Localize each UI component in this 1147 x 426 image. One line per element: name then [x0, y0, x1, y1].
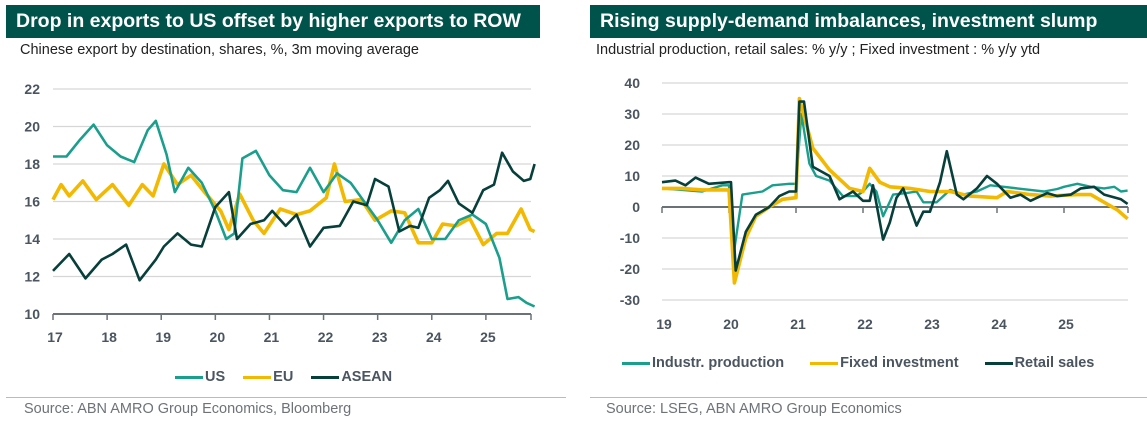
chart-legend: US EU ASEAN — [175, 369, 392, 385]
series-line-asean — [52, 151, 536, 282]
x-tick-label: 23 — [372, 329, 388, 345]
x-tick-label: 22 — [318, 329, 334, 345]
x-tick-label: 24 — [426, 329, 442, 345]
x-tick-label: 23 — [924, 316, 940, 332]
chart-subtitle: Chinese export by destination, shares, %… — [20, 42, 419, 58]
source-note: Source: ABN AMRO Group Economics, Bloomb… — [24, 401, 352, 417]
legend-swatch — [984, 361, 1013, 365]
legend-swatch — [622, 361, 650, 365]
chart-title: Drop in exports to US offset by higher e… — [6, 5, 540, 38]
x-tick-label: 22 — [857, 316, 873, 332]
x-tick-label: 24 — [991, 316, 1007, 332]
right-chart-panel: Rising supply-demand imbalances, investm… — [580, 0, 1147, 426]
series-line-retail-sales — [661, 100, 1129, 272]
legend-label: Retail sales — [1014, 355, 1095, 371]
x-tick-label: 20 — [723, 316, 739, 332]
legend-label: Industr. production — [652, 355, 785, 371]
x-tick-label: 25 — [480, 329, 496, 345]
legend-label: Fixed investment — [840, 355, 959, 371]
legend-swatch — [311, 375, 340, 379]
y-tick-label: 10 — [624, 168, 640, 184]
divider — [6, 397, 566, 398]
x-tick-label: 20 — [210, 329, 226, 345]
x-tick-label: 21 — [264, 329, 280, 345]
x-tick-label: 19 — [656, 316, 672, 332]
y-tick-label: 20 — [624, 137, 640, 153]
legend-item-us: US — [175, 369, 225, 385]
x-tick-label: 21 — [790, 316, 806, 332]
y-tick-label: -10 — [620, 230, 640, 246]
legend-item-retail-sales: Retail sales — [984, 355, 1095, 371]
legend-item-fixed-investment: Fixed investment — [810, 355, 959, 371]
legend-swatch — [810, 361, 839, 365]
x-tick-label: 17 — [47, 329, 63, 345]
chart-title: Rising supply-demand imbalances, investm… — [590, 5, 1147, 38]
y-tick-label: 10 — [24, 306, 40, 322]
source-note: Source: LSEG, ABN AMRO Group Economics — [606, 401, 902, 417]
x-tick-label: 19 — [155, 329, 171, 345]
x-tick-label: 25 — [1058, 316, 1074, 332]
y-tick-label: 12 — [24, 269, 40, 285]
y-tick-label: 30 — [624, 106, 640, 122]
legend-item-asean: ASEAN — [311, 369, 392, 385]
legend-label: ASEAN — [341, 369, 393, 385]
series-line-industr-production — [661, 112, 1128, 250]
legend-swatch — [243, 375, 272, 379]
legend-label: EU — [273, 369, 294, 385]
series-line-us — [53, 119, 536, 308]
chart-subtitle: Industrial production, retail sales: % y… — [596, 42, 1041, 58]
legend-swatch — [175, 375, 203, 379]
legend-item-eu: EU — [243, 369, 293, 385]
right-chart-plot: -30 -20 -10 0 10 20 30 40 19 20 21 22 23 24 25 — [620, 75, 1129, 332]
series-line-fixed-investment — [662, 96, 1129, 285]
x-tick-label: 18 — [101, 329, 117, 345]
y-tick-label: 0 — [632, 199, 640, 215]
y-tick-label: 40 — [624, 75, 640, 91]
divider — [590, 397, 1147, 398]
y-tick-label: 20 — [24, 119, 40, 135]
chart-legend: Industr. production Fixed investment Ret… — [622, 355, 1094, 371]
y-tick-label: -30 — [620, 292, 640, 308]
left-chart-panel: Drop in exports to US offset by higher e… — [0, 0, 570, 426]
left-chart-plot: 10 12 14 16 18 20 22 17 18 19 20 21 22 23 24 25 — [24, 81, 536, 345]
y-tick-label: 14 — [24, 231, 40, 247]
legend-label: US — [205, 369, 226, 385]
legend-item-industrial-production: Industr. production — [622, 355, 784, 371]
y-tick-label: 16 — [24, 194, 40, 210]
y-tick-label: -20 — [620, 261, 640, 277]
y-tick-label: 18 — [24, 156, 40, 172]
y-tick-label: 22 — [24, 81, 40, 97]
